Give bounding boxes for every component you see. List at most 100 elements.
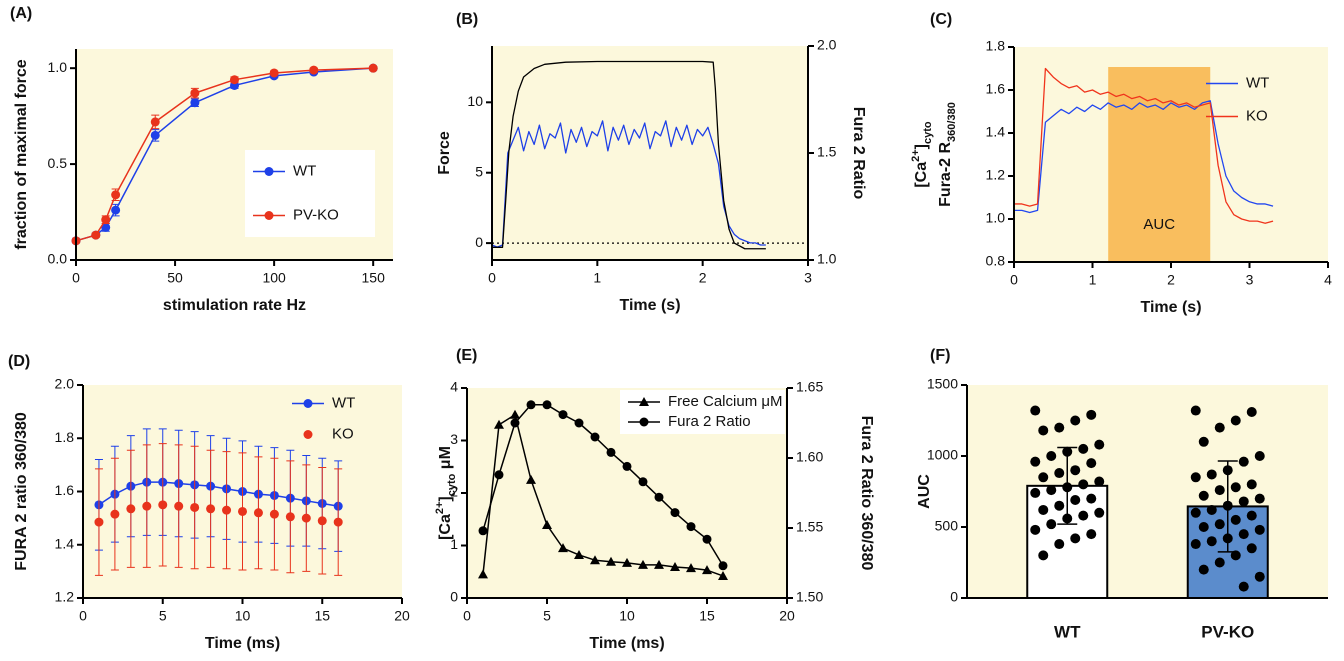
x-tick-label: 3 (804, 270, 812, 286)
shaded-region (1108, 67, 1211, 262)
marker (526, 474, 536, 484)
data-point (1198, 522, 1209, 532)
data-point (1094, 507, 1105, 518)
legend-marker (264, 167, 274, 176)
marker (510, 418, 520, 428)
axis-title-part: cyto (446, 473, 458, 496)
marker (368, 63, 378, 73)
marker (558, 410, 568, 420)
x-tick-label: 15 (699, 608, 715, 624)
marker (542, 400, 552, 410)
marker (590, 432, 600, 442)
legend-marker (264, 211, 274, 220)
legend-label: WT (293, 162, 316, 179)
x-tick-label: 20 (779, 608, 795, 624)
y-tick-label: 1.2 (55, 589, 75, 605)
x-axis-title: Time (ms) (589, 635, 664, 652)
axis-title: Fura-2 R360/380 (937, 102, 958, 207)
marker (686, 563, 696, 573)
marker (309, 65, 319, 75)
legend-marker (639, 417, 649, 427)
data-point (1046, 485, 1057, 496)
shade-label: AUC (1143, 216, 1175, 233)
y-tick-label: 1.4 (986, 124, 1006, 140)
y-tick-label: 1500 (927, 376, 958, 392)
error-bar (1057, 446, 1078, 525)
marker (301, 513, 311, 523)
series-line (482, 404, 724, 567)
x-tick-label: 4 (1324, 272, 1332, 288)
y-tick-label: 0 (950, 589, 958, 605)
marker (317, 516, 327, 526)
data-point (1230, 514, 1241, 525)
marker (111, 205, 121, 215)
axis-title: Force (436, 131, 453, 175)
axis-title-part: cyto (922, 121, 934, 144)
y-tick-label: 3 (450, 431, 458, 447)
marker (174, 501, 184, 511)
marker (686, 522, 696, 532)
marker (478, 526, 488, 536)
data-point (1054, 468, 1065, 479)
x-axis-title: stimulation rate Hz (163, 297, 306, 314)
data-point (1206, 504, 1217, 515)
axis-title-part: ] (913, 144, 930, 149)
series-line (75, 67, 374, 242)
marker (526, 400, 536, 410)
marker (542, 520, 552, 530)
y2-tick-label: 2.0 (817, 37, 837, 53)
data-point (1238, 581, 1249, 592)
x-tick-label: 5 (543, 608, 551, 624)
plot-background (967, 385, 1328, 598)
marker (510, 409, 520, 419)
data-point (1094, 439, 1105, 450)
legend-label: KO (332, 425, 354, 442)
marker (111, 190, 121, 200)
data-point (1038, 550, 1049, 561)
y-tick-label: 5 (475, 163, 483, 179)
x-tick-label: 0 (79, 608, 87, 624)
axis-title-part: μM (437, 446, 454, 474)
data-point (1230, 550, 1241, 561)
y-tick-label: 0 (475, 234, 483, 250)
y-tick-label: 0.5 (48, 155, 68, 171)
marker (702, 565, 712, 575)
y-tick-label: 4 (450, 379, 458, 395)
panel-label: (F) (930, 347, 950, 364)
x-tick-label: 15 (314, 608, 330, 624)
data-point (1246, 406, 1257, 417)
data-point (1238, 456, 1249, 467)
legend-marker (303, 430, 313, 439)
marker (654, 492, 664, 502)
x-tick-label: PV-KO (1201, 622, 1254, 641)
y-tick-label: 2 (450, 484, 458, 500)
marker (638, 477, 648, 487)
y2-tick-label: 1.55 (796, 519, 823, 535)
data-point (1086, 529, 1097, 540)
x-tick-label: 3 (1246, 272, 1254, 288)
y2-tick-label: 1.5 (817, 144, 837, 160)
data-point (1254, 571, 1265, 582)
axis-title-part: [Ca (913, 162, 930, 188)
panel-label: (A) (10, 5, 32, 22)
x-tick-label: 10 (235, 608, 251, 624)
marker (702, 534, 712, 544)
x-axis-title: Time (s) (619, 297, 680, 314)
data-point (1070, 465, 1081, 476)
data-point (1190, 507, 1201, 518)
panel-label: (E) (456, 347, 477, 364)
marker (190, 502, 200, 512)
legend-label: WT (1246, 74, 1269, 91)
x-tick-label: 50 (167, 270, 183, 286)
marker (91, 230, 101, 240)
axis-title-part: 360/380 (946, 102, 958, 142)
data-point (1230, 415, 1241, 426)
axis-title: [Ca2+]cyto μM (434, 446, 458, 540)
series-line (75, 67, 374, 242)
marker (142, 501, 152, 511)
data-point (1054, 422, 1065, 433)
data-point (1086, 458, 1097, 469)
data-point (1094, 476, 1105, 487)
data-point (1206, 536, 1217, 547)
y-tick-label: 0.8 (986, 253, 1006, 269)
